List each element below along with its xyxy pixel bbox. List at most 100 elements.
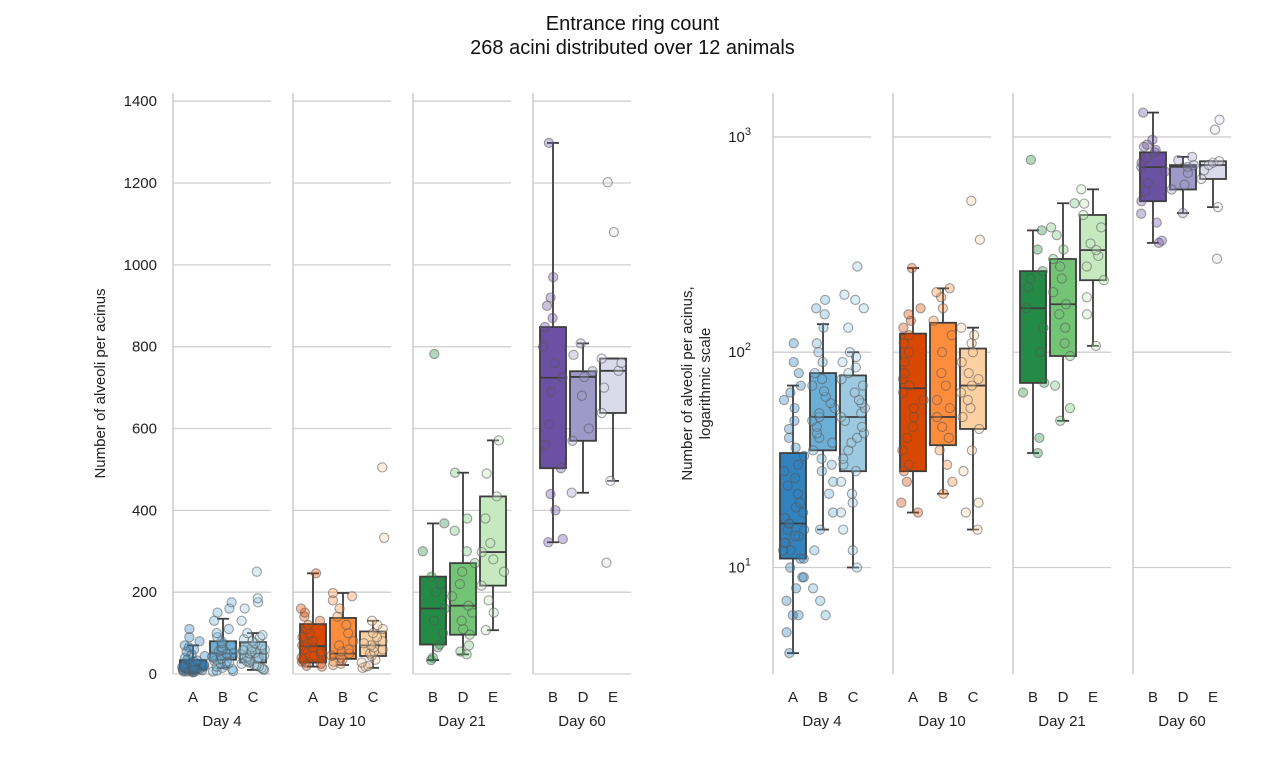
data-point [783,432,795,444]
y-tick-label: 1200 [124,175,157,192]
box-D [1045,198,1080,426]
data-point [851,432,863,444]
data-point [809,545,820,556]
data-point [847,545,858,556]
data-point [793,610,804,621]
data-point [567,435,578,446]
data-point [223,623,234,635]
data-point [457,566,468,577]
data-point [341,619,352,631]
data-point [1209,124,1221,135]
data-point [785,545,797,556]
box-B [417,348,450,666]
data-point [946,330,957,341]
panel-day-label: Day 21 [1038,713,1086,730]
data-point [358,638,370,649]
data-point [966,195,977,206]
data-point [1035,347,1046,358]
data-point [857,380,869,391]
chart-title-line-2: 268 acini distributed over 12 animals [470,37,795,59]
data-point [485,537,496,549]
data-point [960,507,971,518]
data-point [236,615,247,626]
data-point [816,373,828,385]
data-point [434,639,446,650]
data-point [903,309,914,320]
data-point [974,423,985,435]
data-point [1156,235,1168,246]
data-point [940,380,951,391]
box-E [1196,114,1227,264]
data-point [557,533,568,545]
data-point [1140,185,1151,197]
data-point [835,476,847,487]
data-point [778,394,790,406]
data-point [931,287,942,298]
data-point [1048,253,1059,265]
data-point [315,658,327,669]
data-point [944,283,955,294]
x-tick-label: A [908,689,918,706]
data-point [936,367,947,379]
data-point [779,466,790,477]
data-point [847,497,858,508]
data-point [795,553,806,564]
data-point [576,390,588,401]
data-point [1150,144,1161,156]
data-point [1147,134,1158,145]
data-point [343,644,354,655]
data-point [962,394,973,406]
data-point [566,487,577,498]
data-point [539,321,551,333]
data-point [811,303,822,314]
data-point [1081,261,1092,272]
data-point [958,466,969,477]
data-point [852,261,863,272]
data-point [897,387,909,398]
data-point [1045,222,1057,233]
data-point [844,347,856,358]
data-point [1056,273,1067,284]
y-tick-exponent: 2 [745,341,751,353]
data-point [828,476,839,487]
x-tick-label: E [1088,689,1098,706]
data-point [944,402,955,414]
data-point [548,271,559,283]
data-point [216,641,227,653]
data-point [251,566,262,577]
data-point [435,578,447,590]
data-point [850,294,861,306]
data-point [1085,238,1096,249]
data-point [955,387,967,398]
data-point [820,391,831,403]
data-point [1048,287,1059,298]
data-point [1182,161,1193,173]
box-C [955,195,987,535]
box-A [896,262,929,518]
data-point [544,419,555,430]
data-point [838,524,849,535]
data-point [789,530,801,542]
x-tick-label: E [488,689,498,706]
data-point [843,367,854,379]
data-point [427,652,439,663]
data-point [790,442,801,453]
data-point [856,421,868,433]
data-point [819,309,830,320]
box-C [356,462,390,674]
data-point [809,367,820,379]
panel-day-label: Day 60 [1158,713,1206,730]
x-tick-label: B [1148,689,1158,706]
data-point [938,488,949,499]
data-point [790,583,802,594]
data-point [823,488,835,499]
data-point [1212,201,1224,213]
data-point [956,356,967,368]
data-point [815,595,826,606]
data-point [377,462,388,473]
data-point [449,525,460,536]
x-tick-label: B [938,689,948,706]
